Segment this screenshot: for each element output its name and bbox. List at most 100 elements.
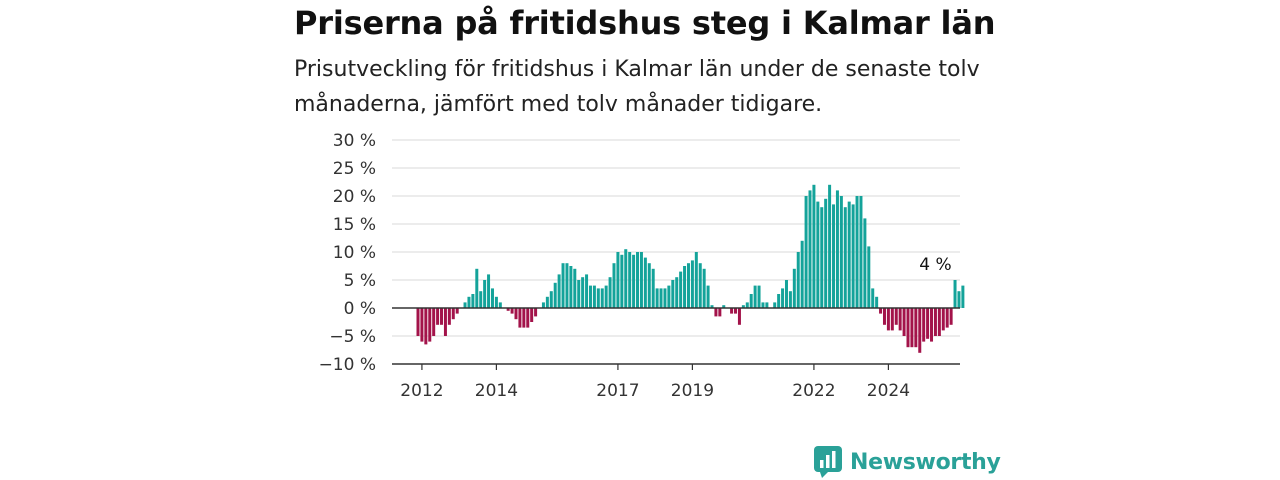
bar bbox=[839, 196, 843, 308]
bar bbox=[487, 274, 491, 308]
bar bbox=[518, 308, 522, 328]
newsworthy-logo: Newsworthy bbox=[814, 446, 1001, 478]
bar bbox=[565, 263, 569, 308]
bar bbox=[757, 285, 761, 308]
bar bbox=[424, 308, 428, 345]
bar bbox=[812, 184, 816, 308]
bar bbox=[624, 249, 628, 308]
bar bbox=[592, 285, 596, 308]
x-tick-label: 2017 bbox=[596, 381, 639, 401]
bar bbox=[957, 291, 961, 308]
bar bbox=[490, 288, 494, 308]
y-tick-label: 30 % bbox=[333, 131, 376, 151]
bar bbox=[420, 308, 424, 342]
bar bbox=[796, 252, 800, 308]
bar bbox=[506, 308, 510, 311]
x-tick-label: 2012 bbox=[400, 381, 443, 401]
bar bbox=[945, 308, 949, 328]
bar bbox=[734, 308, 738, 314]
bar bbox=[781, 288, 785, 308]
bar bbox=[816, 201, 820, 308]
bar bbox=[534, 308, 538, 317]
y-tick-label: −5 % bbox=[329, 327, 376, 347]
bar bbox=[773, 302, 777, 308]
bar bbox=[804, 196, 808, 308]
bar bbox=[636, 252, 640, 308]
x-tick-label: 2014 bbox=[475, 381, 518, 401]
bar bbox=[588, 285, 592, 308]
bar bbox=[553, 282, 557, 308]
bar bbox=[569, 266, 573, 308]
bar bbox=[679, 271, 683, 308]
bar bbox=[683, 266, 687, 308]
bar bbox=[455, 308, 459, 314]
bar bbox=[561, 263, 565, 308]
bar bbox=[730, 308, 734, 314]
bar bbox=[463, 302, 467, 308]
bar bbox=[902, 308, 906, 336]
bar bbox=[753, 285, 757, 308]
x-tick-label: 2024 bbox=[867, 381, 910, 401]
bar bbox=[859, 196, 863, 308]
bar bbox=[600, 288, 604, 308]
bar bbox=[710, 305, 714, 308]
bar bbox=[847, 201, 851, 308]
y-tick-label: 25 % bbox=[333, 159, 376, 179]
bar bbox=[937, 308, 941, 336]
bar bbox=[628, 252, 632, 308]
bar bbox=[428, 308, 432, 342]
bar bbox=[436, 308, 440, 325]
bar bbox=[855, 196, 859, 308]
bar bbox=[722, 305, 726, 308]
bar bbox=[828, 184, 832, 308]
bar bbox=[432, 308, 436, 336]
bar bbox=[949, 308, 953, 325]
bar bbox=[910, 308, 914, 348]
bars bbox=[416, 184, 965, 353]
y-tick-label: 0 % bbox=[344, 299, 376, 319]
bar bbox=[471, 294, 475, 308]
bar bbox=[667, 285, 671, 308]
bar bbox=[863, 218, 867, 308]
bar bbox=[933, 308, 937, 336]
bar bbox=[926, 308, 930, 339]
bar bbox=[737, 308, 741, 325]
bar bbox=[522, 308, 526, 328]
bar bbox=[585, 274, 589, 308]
bar bbox=[918, 308, 922, 353]
bar bbox=[922, 308, 926, 342]
bar bbox=[663, 288, 667, 308]
chart-area: −10 % −5 % 0 % 5 % 10 % 15 % 20 % 25 % 30 % 2012 2… bbox=[319, 131, 965, 401]
bar bbox=[690, 260, 694, 308]
bar bbox=[549, 291, 553, 308]
bar bbox=[749, 294, 753, 308]
bar bbox=[440, 308, 444, 325]
bar bbox=[620, 254, 624, 308]
bar bbox=[718, 308, 722, 317]
y-tick-label: 20 % bbox=[333, 187, 376, 207]
bar bbox=[479, 291, 483, 308]
newsworthy-logo-icon bbox=[814, 446, 842, 478]
bar bbox=[777, 294, 781, 308]
bar bbox=[447, 308, 451, 325]
bar bbox=[616, 252, 620, 308]
bar bbox=[573, 268, 577, 308]
bar bbox=[483, 280, 487, 308]
bar bbox=[882, 308, 886, 325]
bar bbox=[596, 288, 600, 308]
bar bbox=[871, 288, 875, 308]
bar bbox=[761, 302, 765, 308]
bar bbox=[702, 268, 706, 308]
bar bbox=[416, 308, 420, 336]
bar bbox=[941, 308, 945, 331]
bar bbox=[808, 190, 812, 308]
bar bbox=[886, 308, 890, 331]
bar bbox=[545, 296, 549, 308]
bar bbox=[894, 308, 898, 325]
bar bbox=[498, 302, 502, 308]
bar bbox=[475, 268, 479, 308]
bar bbox=[792, 268, 796, 308]
bar bbox=[655, 288, 659, 308]
bar bbox=[788, 291, 792, 308]
brand-name: Newsworthy bbox=[850, 449, 1001, 475]
